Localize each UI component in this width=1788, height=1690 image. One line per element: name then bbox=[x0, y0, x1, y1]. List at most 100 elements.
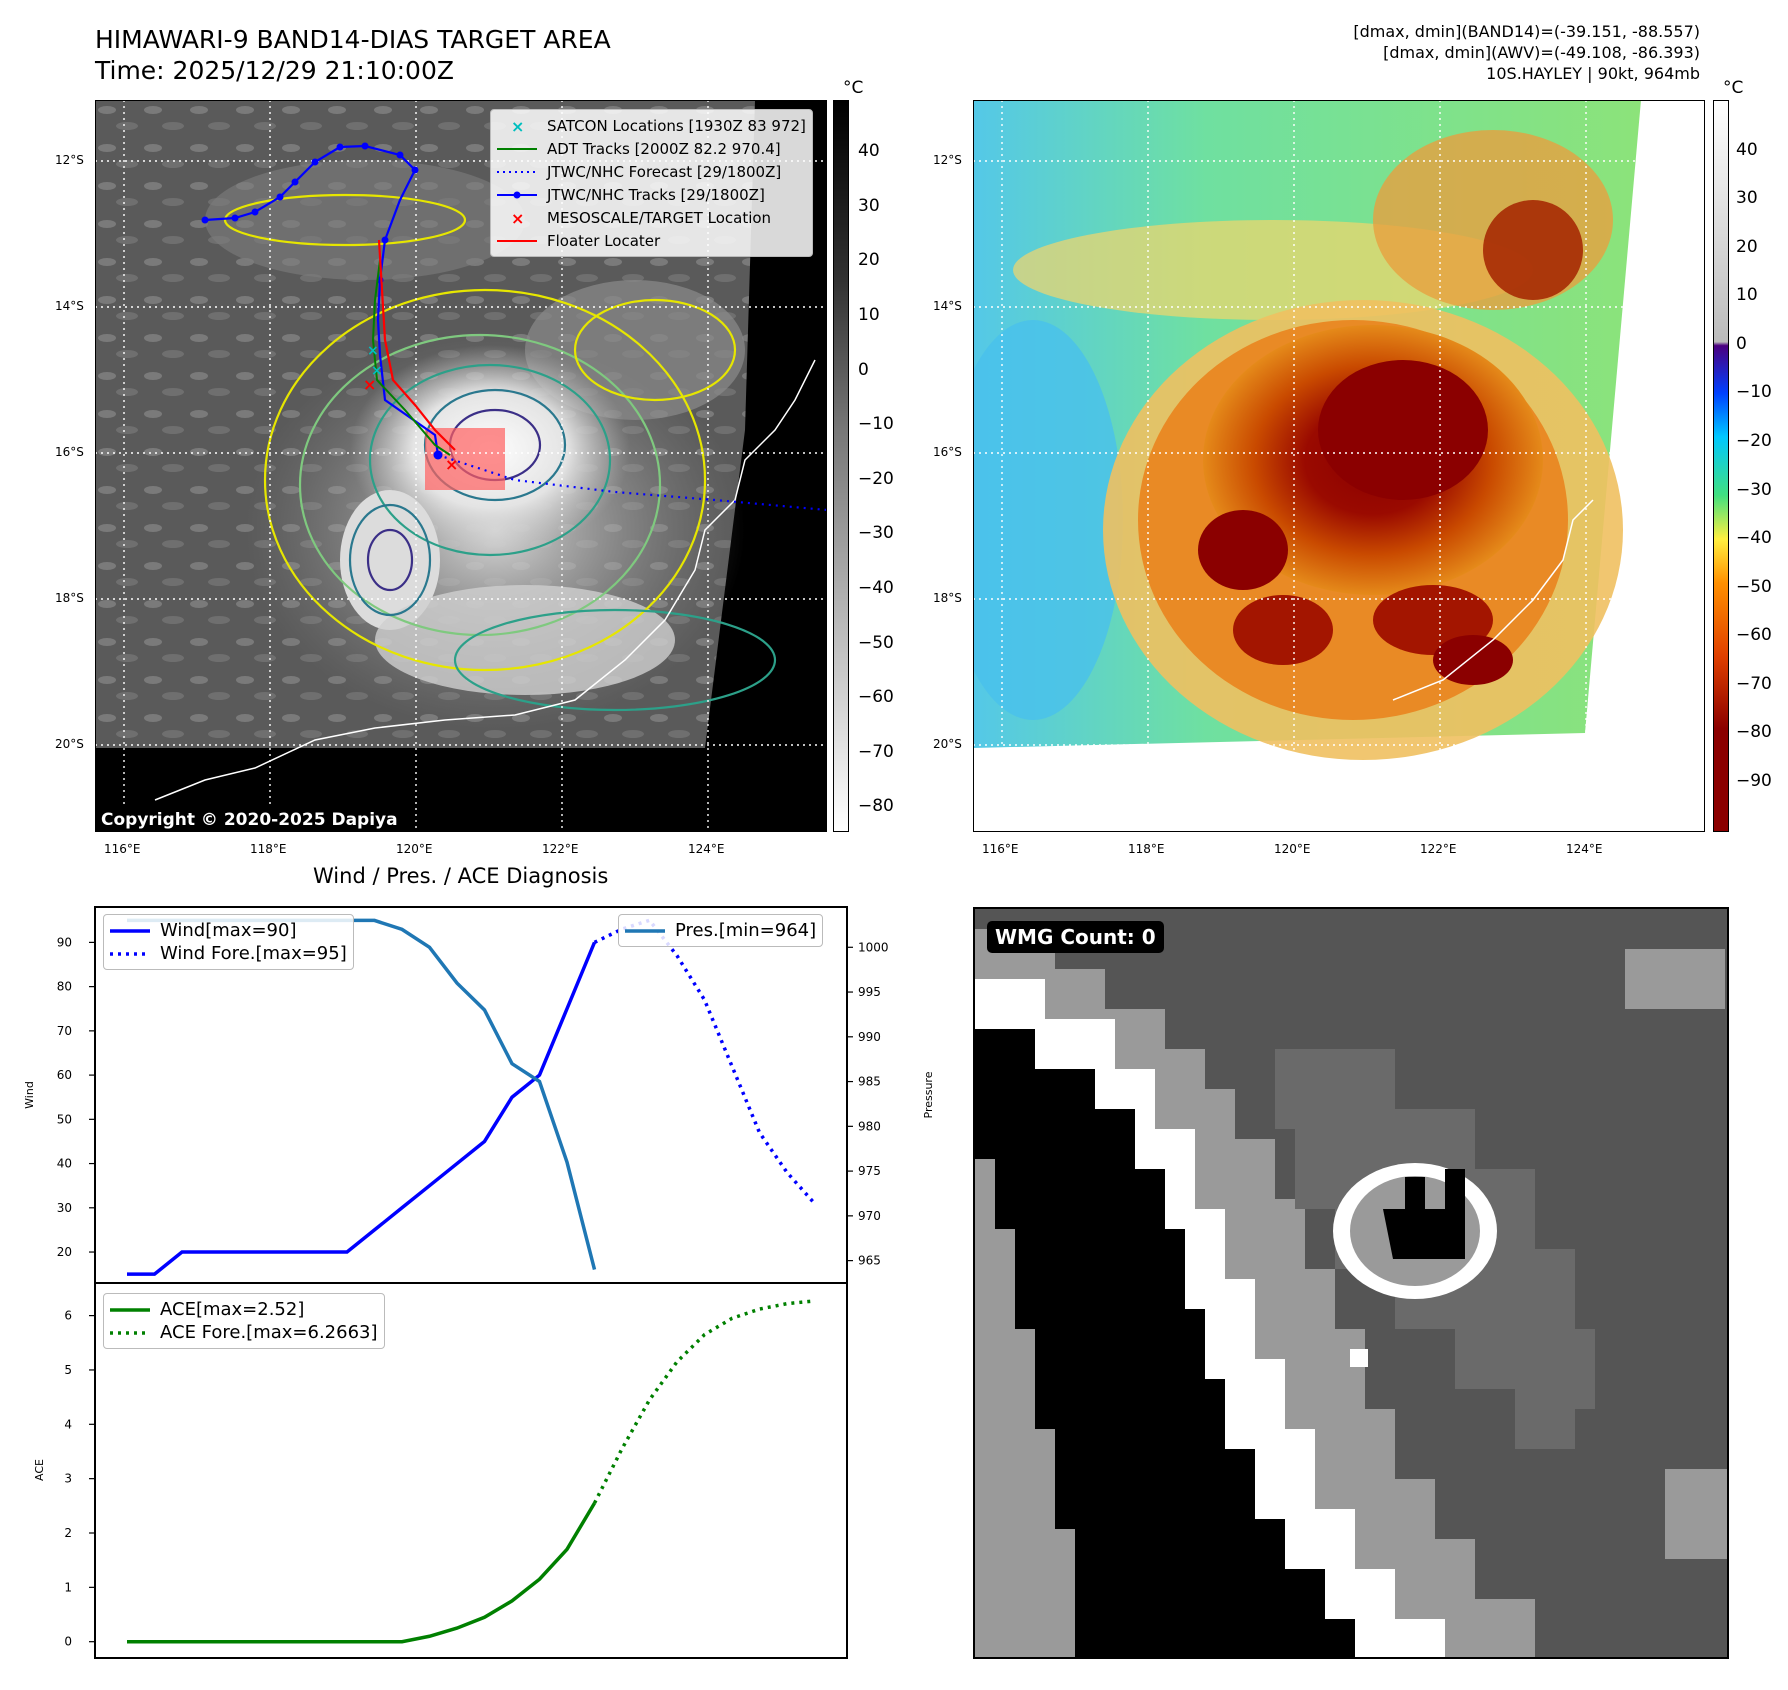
colorbar-tick-label: −30 bbox=[858, 523, 894, 544]
pressure-axis-tick-label: 1000 bbox=[858, 940, 889, 954]
pressure-axis-tick-label: 965 bbox=[858, 1254, 881, 1268]
pressure-axis-tick-label: 985 bbox=[858, 1075, 881, 1089]
pressure-axis-label: Pressure bbox=[922, 1071, 935, 1118]
wind-series-line bbox=[127, 941, 597, 1276]
wind-axis-tick-label: 40 bbox=[57, 1157, 72, 1171]
colorbar-tick-label: −60 bbox=[1736, 625, 1772, 646]
colorbar-tick-label: −80 bbox=[1736, 722, 1772, 743]
ace-legend: ACE[max=2.52] ACE Fore.[max=6.2663] bbox=[103, 1293, 385, 1349]
pressure-legend: Pres.[min=964] bbox=[618, 914, 824, 947]
colorbar-tick-label: −40 bbox=[1736, 528, 1772, 549]
colorbar-tick-label: 30 bbox=[1736, 188, 1758, 209]
enhanced-map-panel bbox=[943, 99, 1706, 833]
wmg-panel: WMG Count: 0 bbox=[973, 907, 1729, 1659]
wind-axis-tick-label: 60 bbox=[57, 1068, 72, 1082]
lat-label: 14°S bbox=[933, 299, 962, 313]
lon-label: 124°E bbox=[688, 842, 725, 856]
colorbar-tick-label: −10 bbox=[858, 414, 894, 435]
wind-axis-label: Wind bbox=[23, 1081, 36, 1109]
info-band14: [dmax, dmin](BAND14)=(-39.151, -88.557) bbox=[1353, 22, 1700, 41]
lon-label: 124°E bbox=[1566, 842, 1603, 856]
legend-wind: Wind[max=90] bbox=[160, 920, 297, 941]
legend-adt: ADT Tracks [2000Z 82.2 970.4] bbox=[497, 139, 781, 158]
ace-frame bbox=[94, 1282, 848, 1659]
colorbar-tick-label: 10 bbox=[858, 305, 880, 326]
ir-map-panel: × × × × × SATCON Locations [1930Z 83 972… bbox=[94, 99, 828, 833]
colorbar-tick-label: −10 bbox=[1736, 382, 1772, 403]
ace-axis-tick-label: 4 bbox=[64, 1417, 72, 1431]
colorbar-tick-label: 40 bbox=[1736, 139, 1758, 160]
lon-label: 122°E bbox=[542, 842, 579, 856]
lat-label: 12°S bbox=[55, 153, 84, 167]
lat-label: 18°S bbox=[55, 591, 84, 605]
svg-text:×: × bbox=[445, 455, 458, 474]
ir-map-legend: × SATCON Locations [1930Z 83 972] ADT Tr… bbox=[490, 109, 813, 257]
colorbar-tick-label: −70 bbox=[858, 741, 894, 762]
pressure-axis-tick-label: 980 bbox=[858, 1119, 881, 1133]
ace-forecast-series-line bbox=[592, 1299, 815, 1504]
lat-label: 20°S bbox=[933, 737, 962, 751]
wind-axis-tick-label: 70 bbox=[57, 1024, 72, 1038]
pressure-axis-tick-label: 990 bbox=[858, 1030, 881, 1044]
gray-colorbar-unit: °C bbox=[843, 78, 864, 98]
pressure-axis-tick-label: 975 bbox=[858, 1164, 881, 1178]
ace-axis-tick-label: 5 bbox=[64, 1363, 72, 1377]
colorbar-tick-label: 20 bbox=[858, 250, 880, 271]
lat-label: 18°S bbox=[933, 591, 962, 605]
lon-label: 118°E bbox=[1128, 842, 1165, 856]
ace-axis-tick-label: 3 bbox=[64, 1472, 72, 1486]
enhanced-map bbox=[943, 99, 1706, 833]
colorbar-tick-label: −40 bbox=[858, 578, 894, 598]
legend-ace: ACE[max=2.52] bbox=[160, 1299, 305, 1320]
wind-legend: Wind[max=90] Wind Fore.[max=95] bbox=[103, 914, 354, 970]
svg-text:×: × bbox=[511, 118, 524, 134]
colorbar-tick-label: −20 bbox=[858, 468, 894, 489]
lon-label: 120°E bbox=[1274, 842, 1311, 856]
color-colorbar-unit: °C bbox=[1723, 78, 1744, 98]
legend-jtwc-forecast: JTWC/NHC Forecast [29/1800Z] bbox=[497, 162, 782, 181]
ace-axis-tick-label: 1 bbox=[64, 1580, 72, 1594]
colorbar-tick-label: −20 bbox=[1736, 430, 1772, 451]
colorbar-tick-label: −50 bbox=[858, 632, 894, 653]
wind-forecast-series-line bbox=[593, 918, 816, 1205]
legend-mesoscale: × MESOSCALE/TARGET Location bbox=[511, 208, 772, 228]
svg-text:×: × bbox=[371, 363, 383, 379]
diagnosis-chart: 9080706050403020100099599098598097597096… bbox=[23, 906, 935, 1659]
lon-label: 122°E bbox=[1420, 842, 1457, 856]
wind-axis-tick-label: 50 bbox=[57, 1112, 72, 1126]
ace-axis-tick-label: 0 bbox=[64, 1635, 72, 1649]
diagnosis-title: Wind / Pres. / ACE Diagnosis bbox=[313, 864, 609, 888]
copyright-notice: Copyright © 2020-2025 Dapiya bbox=[97, 808, 402, 832]
colorbar-tick-label: −70 bbox=[1736, 673, 1772, 694]
wmg-count-badge: WMG Count: 0 bbox=[987, 921, 1164, 953]
ace-axis-tick-label: 2 bbox=[64, 1526, 72, 1540]
figure-title-line2: Time: 2025/12/29 21:10:00Z bbox=[95, 56, 454, 85]
legend-ace-fore: ACE Fore.[max=6.2663] bbox=[160, 1322, 378, 1343]
colorbar-tick-label: 0 bbox=[858, 359, 869, 380]
colorbar-tick-label: 40 bbox=[858, 141, 880, 162]
colorbar-tick-label: 30 bbox=[858, 195, 880, 216]
pressure-axis-tick-label: 970 bbox=[858, 1209, 881, 1223]
colorbar-tick-label: 10 bbox=[1736, 285, 1758, 306]
lon-label: 118°E bbox=[250, 842, 287, 856]
info-awv: [dmax, dmin](AWV)=(-49.108, -86.393) bbox=[1383, 43, 1700, 62]
info-storm: 10S.HAYLEY | 90kt, 964mb bbox=[1486, 64, 1700, 83]
pressure-axis-tick-label: 995 bbox=[858, 985, 881, 999]
lat-label: 14°S bbox=[55, 299, 84, 313]
gray-colorbar bbox=[833, 100, 849, 832]
svg-text:×: × bbox=[511, 210, 524, 226]
colorbar-tick-label: −80 bbox=[858, 796, 894, 817]
colorbar-tick-label: 0 bbox=[1736, 333, 1747, 354]
lat-label: 16°S bbox=[933, 445, 962, 459]
lat-label: 20°S bbox=[55, 737, 84, 751]
wind-axis-tick-label: 80 bbox=[57, 980, 72, 994]
lat-label: 12°S bbox=[933, 153, 962, 167]
ace-series-line bbox=[127, 1502, 597, 1644]
legend-wind-fore: Wind Fore.[max=95] bbox=[160, 943, 347, 964]
color-colorbar bbox=[1713, 100, 1729, 832]
svg-text:×: × bbox=[363, 375, 376, 394]
colorbar-tick-label: −50 bbox=[1736, 576, 1772, 597]
colorbar-tick-label: −30 bbox=[1736, 479, 1772, 500]
pressure-series-line bbox=[127, 918, 597, 1271]
ace-axis-tick-label: 6 bbox=[64, 1309, 72, 1323]
